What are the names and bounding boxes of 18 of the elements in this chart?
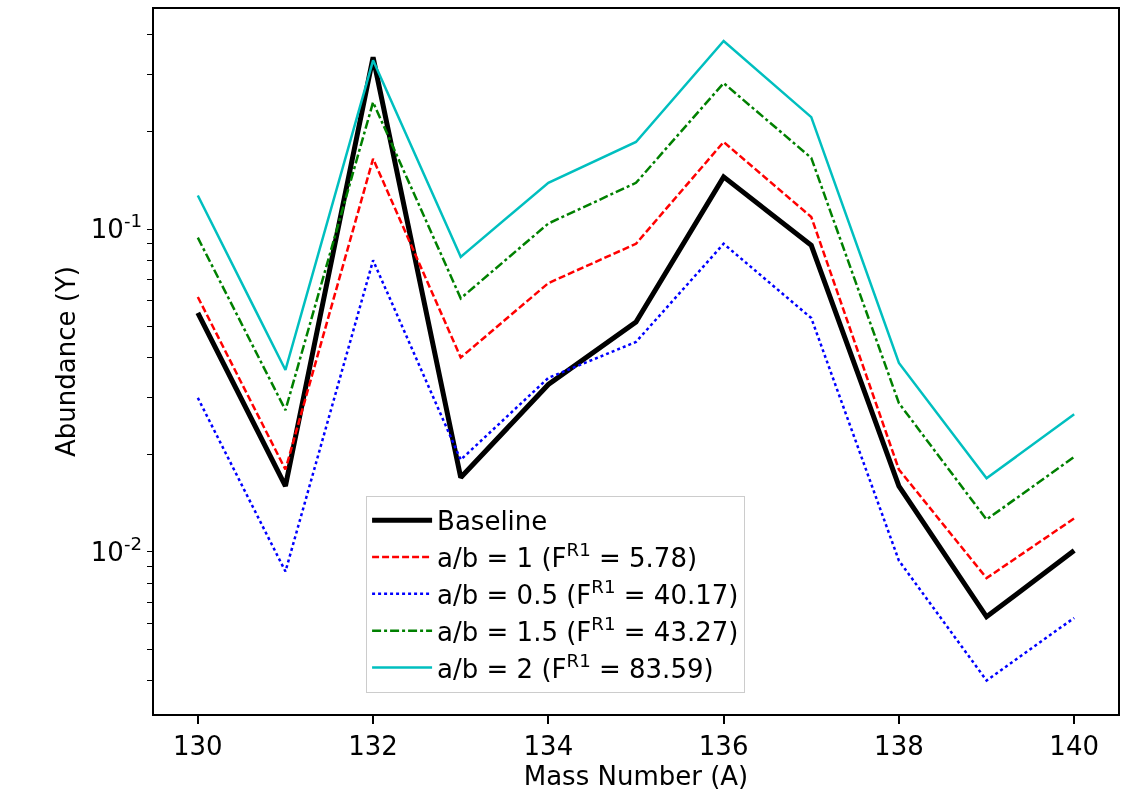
line-series — [196, 242, 1076, 682]
legend-label: Baseline — [437, 506, 548, 537]
x-tick-label: 140 — [1049, 730, 1099, 761]
x-tick-label: 138 — [874, 730, 924, 761]
x-axis-title: Mass Number (A) — [523, 760, 749, 791]
legend-label: a/b = 0.5 (F$^{R1}$ = 40.17) — [437, 576, 739, 610]
x-tick-label: 130 — [173, 730, 223, 761]
y-axis-title: Abundance (Y) — [50, 266, 81, 457]
x-tick-label: 134 — [523, 730, 574, 761]
y-tick-label: 10$^{-1}$ — [90, 210, 143, 245]
x-tick-label: 136 — [698, 730, 749, 761]
y-tick-label: 10$^{-2}$ — [90, 533, 143, 568]
x-tick-label: 132 — [348, 730, 398, 761]
line-series — [196, 39, 1076, 480]
line-series — [196, 140, 1076, 580]
legend-label: a/b = 1.5 (F$^{R1}$ = 43.27) — [437, 612, 739, 647]
legend-label: a/b = 1 (F$^{R1}$ = 5.78) — [437, 539, 698, 574]
legend-label: a/b = 2 (F$^{R1}$ = 83.59) — [437, 649, 714, 684]
